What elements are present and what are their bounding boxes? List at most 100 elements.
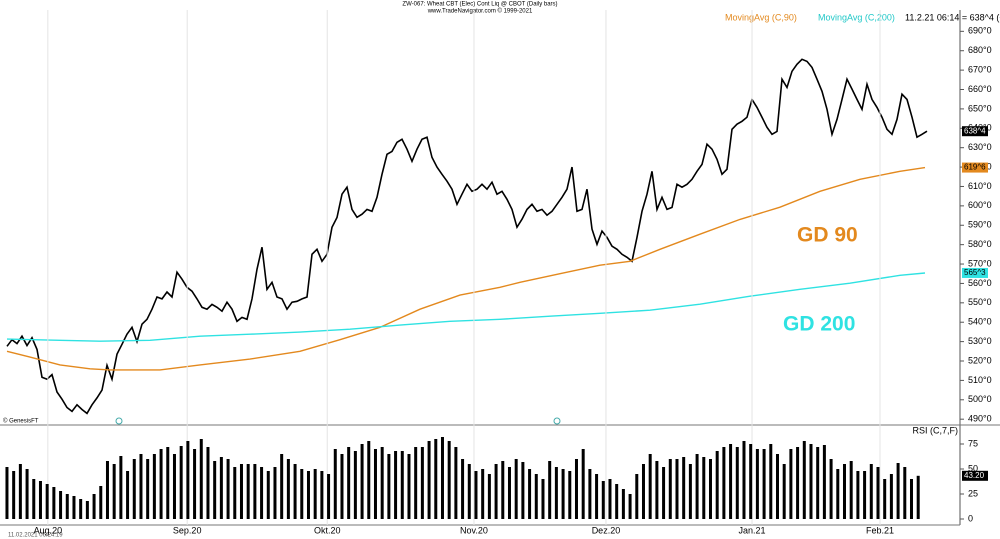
bar <box>541 479 545 519</box>
y-tick-label: 490°0 <box>968 414 992 424</box>
bar <box>219 457 223 519</box>
bar <box>380 447 384 519</box>
bar <box>615 484 619 519</box>
bar <box>467 464 471 519</box>
y-tick-label: 50 <box>968 463 978 473</box>
bar <box>333 449 337 519</box>
y-tick-label: 580°0 <box>968 239 992 249</box>
value-tag-label: 619^6 <box>964 163 986 172</box>
y-tick-label: 510°0 <box>968 375 992 385</box>
bar <box>769 444 773 519</box>
bar <box>186 441 190 519</box>
bar <box>534 474 538 519</box>
bar <box>883 479 887 519</box>
bar <box>628 494 632 519</box>
x-tick-label: Jan.21 <box>739 525 766 535</box>
y-tick-label: 630°0 <box>968 142 992 152</box>
bar <box>521 462 525 519</box>
bar <box>59 491 63 519</box>
bar <box>179 446 183 519</box>
bar <box>139 454 143 519</box>
bar <box>621 489 625 519</box>
y-tick-label: 680°0 <box>968 45 992 55</box>
y-tick-label: 75 <box>968 438 978 448</box>
bar <box>32 479 36 519</box>
bar <box>246 464 250 519</box>
bar <box>581 449 585 519</box>
bar <box>313 469 317 519</box>
bar <box>25 469 29 519</box>
bar <box>105 461 109 519</box>
bar <box>193 449 197 519</box>
bar <box>809 444 813 519</box>
bar <box>574 459 578 519</box>
bar <box>675 459 679 519</box>
bar <box>407 454 411 519</box>
panel-title: RSI (C,7,F) <box>912 425 958 435</box>
bar <box>12 471 16 519</box>
bar <box>119 456 123 519</box>
info-text: 11.2.21 06:14 = 638^4 (+3^0) <box>905 12 1000 22</box>
chart-title: ZW-067: Wheat CBT (Elec) Cont Liq @ CBOT… <box>402 2 557 8</box>
bar <box>327 474 331 519</box>
bar <box>789 449 793 519</box>
bar <box>280 454 284 519</box>
bar <box>367 441 371 519</box>
value-tag-label: 565^3 <box>964 268 986 277</box>
y-tick-label: 0 <box>968 513 973 523</box>
source-note: © GenesisFT <box>3 418 39 425</box>
bar <box>400 451 404 519</box>
bar <box>79 499 83 519</box>
bar <box>662 467 666 519</box>
x-tick-label: Dez.20 <box>592 525 621 535</box>
y-tick-label: 690°0 <box>968 26 992 36</box>
bar <box>869 464 873 519</box>
bar <box>668 459 672 519</box>
bar <box>601 481 605 519</box>
bar <box>112 464 116 519</box>
bar <box>729 444 733 519</box>
y-tick-label: 600°0 <box>968 200 992 210</box>
bar <box>206 447 210 519</box>
x-tick-label: Aug.20 <box>34 525 63 535</box>
bar <box>514 459 518 519</box>
bar <box>682 457 686 519</box>
series-line <box>6 58 928 415</box>
y-tick-label: 500°0 <box>968 394 992 404</box>
bar <box>226 459 230 519</box>
bar <box>461 459 465 519</box>
bar <box>802 441 806 519</box>
bar <box>45 484 49 519</box>
bar <box>447 441 451 519</box>
bar <box>849 461 853 519</box>
bar <box>688 464 692 519</box>
y-tick-label: 520°0 <box>968 355 992 365</box>
y-tick-label: 560°0 <box>968 278 992 288</box>
bar <box>561 469 565 519</box>
value-tag <box>962 470 988 481</box>
legend-entry: MovingAvg (C,90) <box>725 12 797 22</box>
bar <box>749 444 753 519</box>
bar <box>320 471 324 519</box>
bar <box>554 467 558 519</box>
bar <box>266 471 270 519</box>
bar <box>387 454 391 519</box>
bar <box>5 467 9 519</box>
x-tick-label: Nov.20 <box>460 525 488 535</box>
y-tick-label: 570°0 <box>968 258 992 268</box>
x-tick-label: Sep.20 <box>173 525 202 535</box>
bar <box>829 459 833 519</box>
bar <box>353 451 357 519</box>
bar <box>340 454 344 519</box>
series-line <box>6 166 926 371</box>
y-tick-label: 610°0 <box>968 181 992 191</box>
y-tick-label: 660°0 <box>968 84 992 94</box>
bar <box>132 459 136 519</box>
bar <box>260 467 264 519</box>
bar <box>863 471 867 519</box>
bar <box>528 469 532 519</box>
value-tag <box>962 162 988 173</box>
bar <box>65 494 69 519</box>
